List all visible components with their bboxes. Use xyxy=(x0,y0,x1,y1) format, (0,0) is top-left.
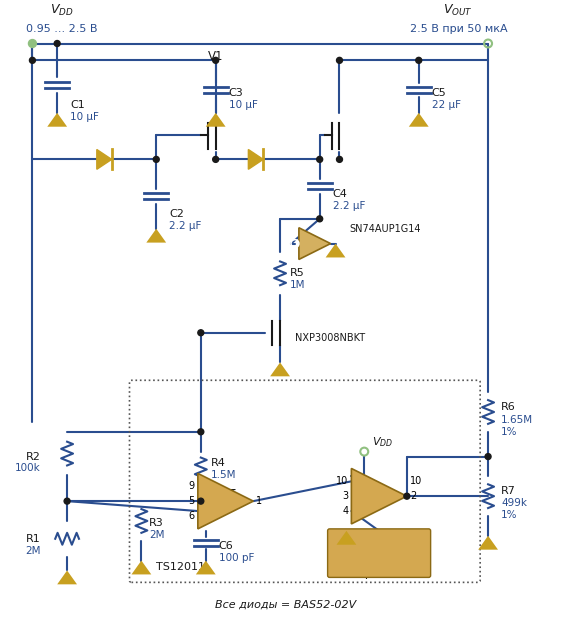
Polygon shape xyxy=(206,113,226,126)
Text: 7: 7 xyxy=(363,572,369,582)
Text: 2M: 2M xyxy=(25,546,40,556)
Polygon shape xyxy=(351,469,407,524)
Text: 6: 6 xyxy=(189,511,195,521)
Text: R7: R7 xyxy=(501,486,516,496)
Text: 1%: 1% xyxy=(501,510,517,520)
Text: Все диоды = BAS52-02V: Все диоды = BAS52-02V xyxy=(215,600,356,610)
Text: R1: R1 xyxy=(26,534,40,544)
Text: R3: R3 xyxy=(150,518,164,528)
Polygon shape xyxy=(97,149,112,169)
Text: 100 pF: 100 pF xyxy=(219,552,254,562)
Polygon shape xyxy=(299,228,331,259)
Text: C3: C3 xyxy=(229,88,244,98)
Text: $V_{OUT}$: $V_{OUT}$ xyxy=(444,2,473,18)
Circle shape xyxy=(213,58,219,63)
Text: +: + xyxy=(364,498,375,511)
Text: 9: 9 xyxy=(189,481,195,491)
Text: 2M: 2M xyxy=(150,530,165,540)
Polygon shape xyxy=(478,536,498,550)
Text: R4: R4 xyxy=(211,459,226,469)
Circle shape xyxy=(336,58,343,63)
Circle shape xyxy=(198,330,204,335)
Text: C5: C5 xyxy=(431,88,446,98)
Circle shape xyxy=(29,40,37,48)
Text: C2: C2 xyxy=(169,209,184,219)
Text: 22 μF: 22 μF xyxy=(431,100,461,110)
Circle shape xyxy=(198,429,204,435)
Text: −: − xyxy=(225,490,236,503)
FancyBboxPatch shape xyxy=(328,529,431,577)
Text: NXP3008NBKT: NXP3008NBKT xyxy=(295,333,365,343)
Text: R5: R5 xyxy=(290,268,305,278)
Text: 1M: 1M xyxy=(290,280,305,290)
Text: 10 μF: 10 μF xyxy=(229,100,257,110)
Polygon shape xyxy=(270,363,290,376)
Polygon shape xyxy=(248,149,263,169)
Text: 10: 10 xyxy=(410,476,422,486)
Text: −: − xyxy=(364,482,375,495)
Text: 1: 1 xyxy=(256,496,262,506)
Circle shape xyxy=(317,216,323,222)
Text: $V_{REF}$: $V_{REF}$ xyxy=(366,546,393,561)
Circle shape xyxy=(153,156,159,162)
Text: 10: 10 xyxy=(336,476,348,486)
Text: 1.5M: 1.5M xyxy=(211,471,236,480)
Text: C4: C4 xyxy=(332,189,347,199)
Text: $V_{DD}$: $V_{DD}$ xyxy=(372,435,394,449)
Text: 0.95 ... 2.5 В: 0.95 ... 2.5 В xyxy=(26,24,98,33)
Text: 5: 5 xyxy=(189,496,195,506)
Text: C1: C1 xyxy=(70,100,85,110)
Polygon shape xyxy=(131,560,151,575)
Polygon shape xyxy=(57,570,77,584)
Text: $V_{DD}$: $V_{DD}$ xyxy=(50,2,74,18)
Circle shape xyxy=(404,493,410,499)
Text: 1%: 1% xyxy=(501,427,517,437)
Text: 3: 3 xyxy=(342,491,348,501)
Text: +: + xyxy=(215,500,226,513)
Text: 100k: 100k xyxy=(14,463,40,474)
Text: R6: R6 xyxy=(501,402,516,412)
Text: 4: 4 xyxy=(342,506,348,516)
Polygon shape xyxy=(336,531,356,545)
Text: 1.65M: 1.65M xyxy=(501,415,533,425)
Circle shape xyxy=(54,40,60,46)
Circle shape xyxy=(198,498,204,504)
Text: TS12011: TS12011 xyxy=(156,562,205,572)
Text: 2: 2 xyxy=(410,491,416,501)
Text: V1: V1 xyxy=(208,50,223,63)
Circle shape xyxy=(485,454,491,459)
Polygon shape xyxy=(48,113,67,126)
Circle shape xyxy=(213,156,219,162)
Circle shape xyxy=(64,498,70,504)
Circle shape xyxy=(29,58,36,63)
Polygon shape xyxy=(196,560,215,575)
Polygon shape xyxy=(325,244,346,257)
Circle shape xyxy=(416,58,422,63)
Text: LHDET: LHDET xyxy=(205,489,236,498)
Text: 10 μF: 10 μF xyxy=(70,112,99,122)
Text: 499k: 499k xyxy=(501,498,527,508)
Text: C6: C6 xyxy=(219,541,233,551)
Polygon shape xyxy=(409,113,429,126)
Text: 2.2 μF: 2.2 μF xyxy=(332,201,365,211)
Circle shape xyxy=(317,156,323,162)
Text: 2.5 В при 50 мкА: 2.5 В при 50 мкА xyxy=(410,24,507,33)
Polygon shape xyxy=(146,229,166,242)
Polygon shape xyxy=(198,474,253,529)
Text: SN74AUP1G14: SN74AUP1G14 xyxy=(350,224,421,234)
Text: 2.2 μF: 2.2 μF xyxy=(169,221,202,231)
Circle shape xyxy=(336,156,343,162)
Text: R2: R2 xyxy=(25,451,40,461)
